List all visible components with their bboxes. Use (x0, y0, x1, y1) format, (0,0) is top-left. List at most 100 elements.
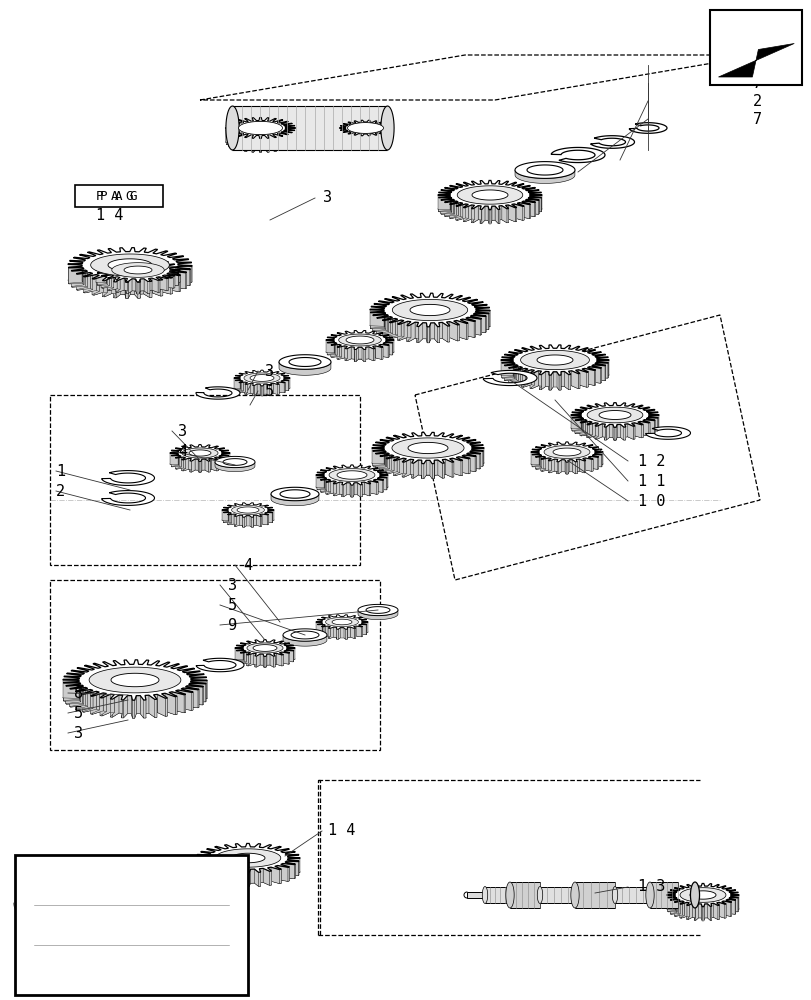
Polygon shape (390, 320, 401, 339)
Polygon shape (279, 652, 281, 664)
Polygon shape (245, 384, 246, 394)
Polygon shape (695, 904, 697, 920)
Polygon shape (111, 673, 159, 687)
Polygon shape (590, 136, 633, 148)
Polygon shape (363, 349, 365, 361)
Polygon shape (283, 635, 327, 646)
Polygon shape (97, 691, 99, 710)
Polygon shape (594, 363, 595, 379)
Polygon shape (208, 461, 210, 472)
Polygon shape (315, 477, 388, 497)
Polygon shape (382, 480, 383, 492)
Polygon shape (229, 131, 237, 146)
Polygon shape (381, 132, 387, 142)
Polygon shape (117, 277, 120, 289)
Polygon shape (190, 683, 205, 702)
Polygon shape (385, 340, 393, 353)
Polygon shape (90, 273, 92, 289)
Polygon shape (531, 371, 538, 389)
Polygon shape (471, 315, 485, 332)
Polygon shape (457, 204, 466, 220)
Polygon shape (354, 133, 355, 145)
Polygon shape (169, 270, 180, 283)
Bar (318, 780, 320, 935)
Polygon shape (531, 453, 539, 466)
Polygon shape (675, 901, 681, 916)
Polygon shape (378, 345, 383, 359)
Polygon shape (571, 371, 577, 389)
Polygon shape (124, 278, 127, 290)
Polygon shape (234, 648, 242, 660)
Polygon shape (468, 458, 470, 474)
Polygon shape (376, 318, 377, 334)
Polygon shape (347, 123, 383, 133)
Polygon shape (594, 423, 598, 436)
Polygon shape (91, 696, 92, 714)
Polygon shape (540, 459, 542, 471)
Polygon shape (549, 459, 554, 473)
Polygon shape (254, 869, 258, 886)
Bar (24, 864, 238, 878)
Polygon shape (378, 344, 380, 357)
Polygon shape (411, 460, 414, 478)
Polygon shape (276, 382, 278, 393)
Polygon shape (401, 459, 406, 477)
Polygon shape (581, 418, 583, 432)
Text: 9: 9 (228, 617, 237, 633)
Polygon shape (261, 386, 263, 396)
Polygon shape (189, 450, 211, 456)
Circle shape (62, 919, 75, 931)
Polygon shape (358, 625, 362, 636)
Polygon shape (281, 132, 282, 146)
Polygon shape (316, 476, 324, 489)
Polygon shape (481, 206, 484, 223)
Polygon shape (227, 513, 231, 524)
Polygon shape (680, 902, 686, 918)
Polygon shape (594, 453, 601, 466)
Polygon shape (144, 279, 148, 293)
Polygon shape (226, 129, 235, 144)
Bar (466, 892, 484, 898)
Polygon shape (250, 869, 254, 883)
Polygon shape (453, 321, 459, 341)
Polygon shape (83, 268, 84, 285)
Polygon shape (575, 420, 585, 434)
Polygon shape (233, 868, 237, 883)
Polygon shape (188, 684, 203, 704)
Polygon shape (345, 629, 347, 639)
Polygon shape (108, 273, 109, 286)
Polygon shape (333, 481, 336, 496)
Text: 5: 5 (74, 706, 83, 720)
Polygon shape (361, 482, 362, 497)
Polygon shape (372, 346, 375, 361)
Polygon shape (253, 515, 256, 525)
Polygon shape (140, 696, 144, 718)
Polygon shape (556, 459, 557, 474)
Polygon shape (504, 365, 516, 381)
Polygon shape (82, 694, 84, 712)
Polygon shape (221, 503, 273, 517)
Polygon shape (527, 197, 528, 212)
Polygon shape (542, 458, 548, 471)
Polygon shape (206, 864, 215, 881)
Polygon shape (112, 263, 164, 277)
Polygon shape (243, 373, 280, 383)
Polygon shape (612, 425, 613, 440)
Polygon shape (264, 656, 266, 667)
Polygon shape (235, 872, 238, 886)
Bar (75, 185, 163, 207)
Polygon shape (585, 458, 591, 471)
Polygon shape (269, 135, 275, 152)
Polygon shape (246, 135, 251, 152)
Polygon shape (281, 380, 282, 391)
Polygon shape (373, 315, 387, 332)
Polygon shape (135, 278, 138, 298)
Polygon shape (225, 128, 235, 142)
Polygon shape (191, 681, 207, 699)
Polygon shape (285, 129, 294, 144)
Polygon shape (254, 384, 257, 396)
Polygon shape (457, 186, 522, 204)
Polygon shape (629, 123, 666, 133)
Polygon shape (484, 206, 487, 220)
Polygon shape (157, 276, 163, 296)
